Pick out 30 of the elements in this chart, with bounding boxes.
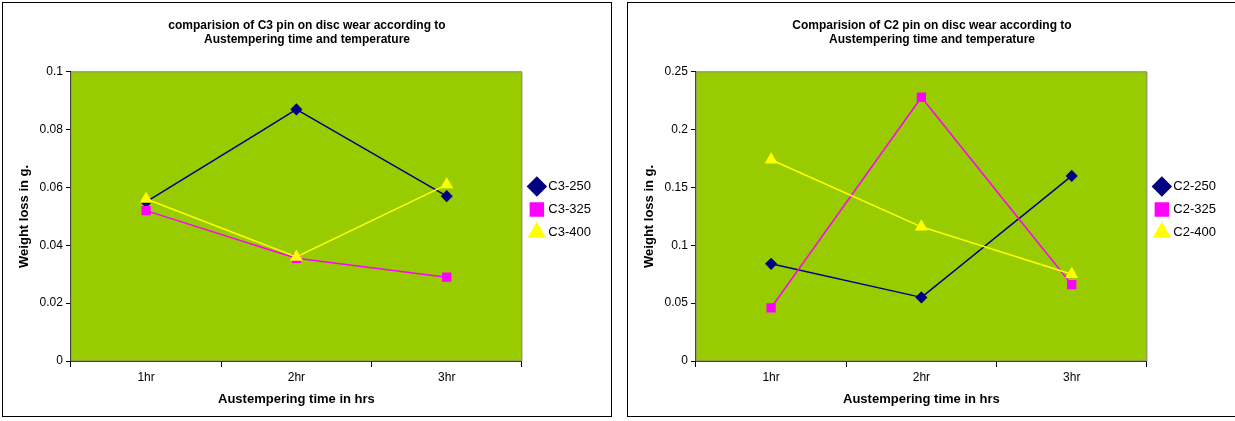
- x-tick-label: 1hr: [137, 369, 155, 384]
- legend-label: C3-250: [548, 178, 591, 194]
- chart-title: Comparision of C2 pin on disc wear according to Austempering time and temperature: [792, 17, 1072, 46]
- y-axis-title: Weight loss in g.: [16, 164, 32, 268]
- y-tick-label: 0.05: [664, 295, 689, 310]
- legend-label: C3-400: [548, 224, 591, 240]
- y-tick-label: 0.06: [39, 179, 64, 194]
- x-tick-label: 1hr: [762, 369, 780, 384]
- legend-label: C2-250: [1173, 178, 1216, 194]
- y-tick-label: 0.1: [671, 237, 689, 252]
- y-tick-label: 0.02: [39, 295, 64, 310]
- x-axis-title: Austempering time in hrs: [218, 390, 375, 406]
- y-tick-label: 0.04: [39, 237, 64, 252]
- legend-label: C2-325: [1173, 201, 1216, 217]
- x-tick-label: 3hr: [438, 369, 456, 384]
- chart-title: comparision of C3 pin on disc wear according to Austempering time and temperature: [168, 17, 446, 46]
- y-tick-label: 0.1: [46, 64, 64, 79]
- x-tick-label: 2hr: [287, 369, 306, 384]
- y-tick-label: 0: [56, 353, 64, 368]
- y-tick-label: 0.08: [39, 121, 64, 136]
- legend-label: C3-325: [548, 201, 591, 217]
- y-tick-label: 0.15: [664, 179, 689, 194]
- x-tick-label: 3hr: [1063, 369, 1081, 384]
- y-tick-label: 0.25: [664, 64, 689, 79]
- x-axis-title: Austempering time in hrs: [843, 390, 1000, 406]
- y-tick-label: 0.2: [671, 121, 689, 136]
- y-axis-title: Weight loss in g.: [641, 164, 657, 268]
- x-tick-label: 2hr: [912, 369, 931, 384]
- legend-label: C2-400: [1173, 224, 1216, 240]
- y-tick-label: 0: [681, 353, 689, 368]
